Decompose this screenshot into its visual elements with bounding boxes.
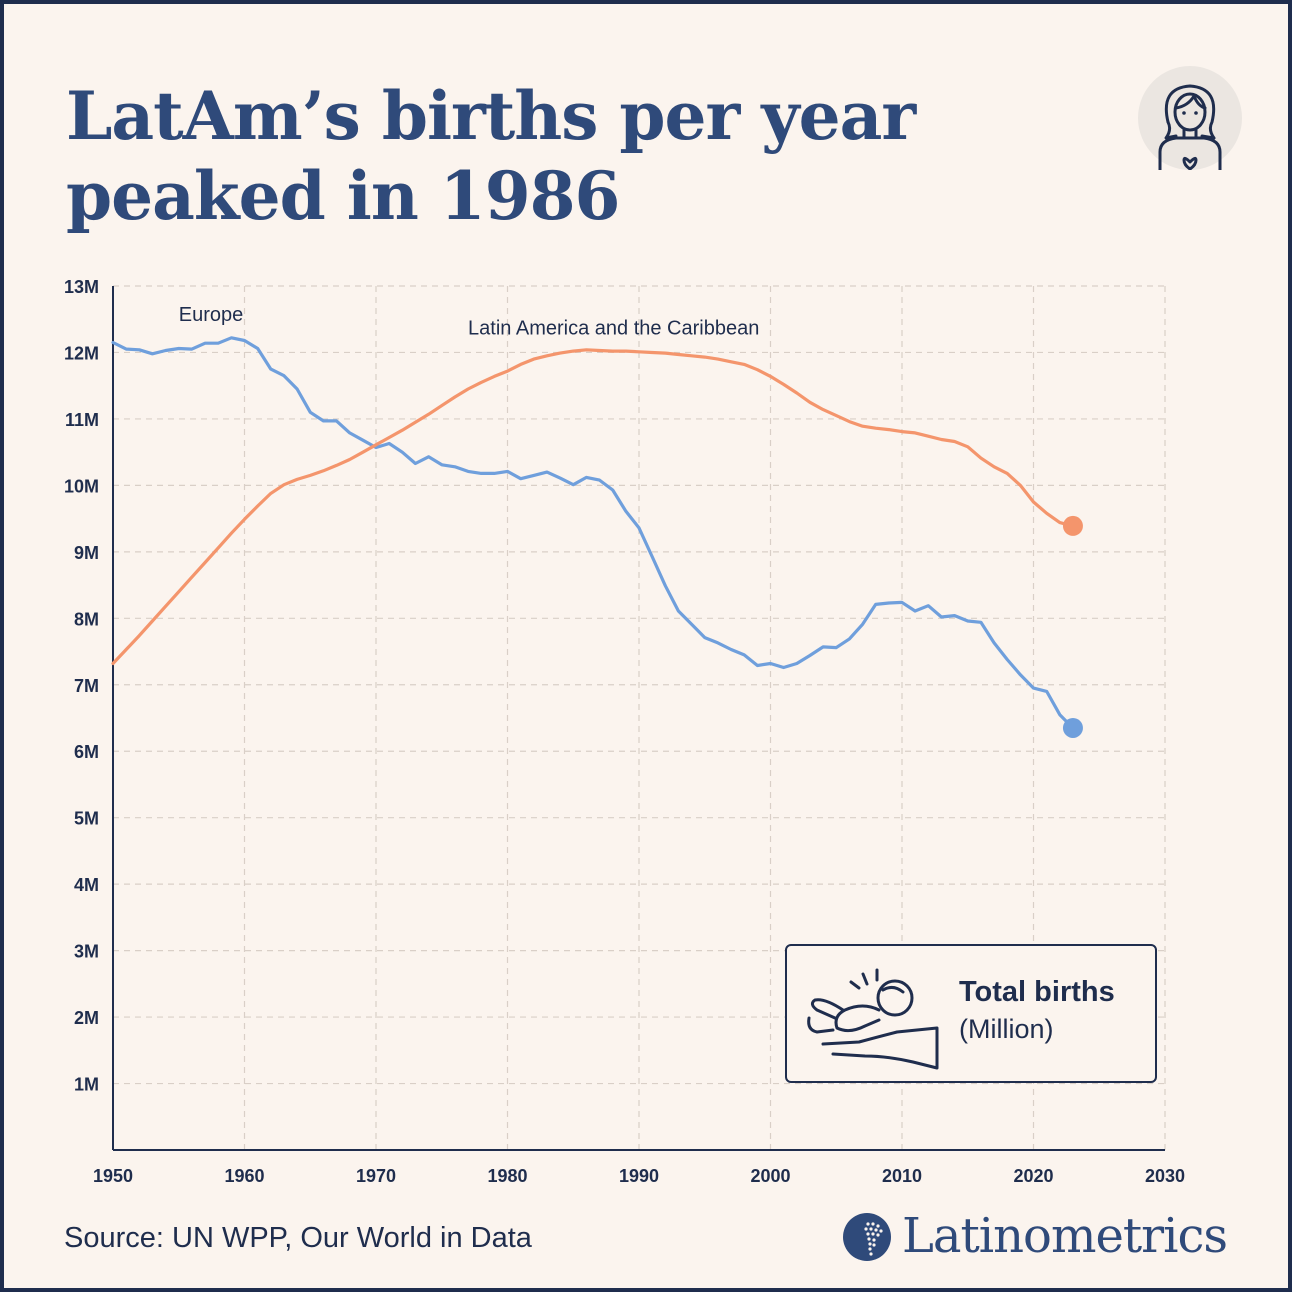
y-tick-label: 7M <box>74 676 99 696</box>
series-end-point-latam <box>1062 515 1083 536</box>
x-tick-label: 1990 <box>619 1166 659 1186</box>
x-tick-label: 1970 <box>356 1166 396 1186</box>
y-tick-label: 13M <box>64 277 99 297</box>
series-label-latam: Latin America and the Caribbean <box>468 318 759 340</box>
x-tick-label: 2030 <box>1145 1166 1185 1186</box>
series-end-point-europe <box>1062 717 1083 738</box>
page-title: LatAm’s births per year peaked in 1986 <box>66 77 916 235</box>
brand-name: Latinometrics <box>902 1208 1228 1264</box>
x-tick-label: 2020 <box>1013 1166 1053 1186</box>
source-note: Source: UN WPP, Our World in Data <box>64 1222 532 1254</box>
legend-subtitle: (Million) <box>959 1014 1054 1044</box>
y-tick-label: 1M <box>74 1075 99 1095</box>
series-line-europe <box>111 336 1075 730</box>
x-tick-label: 1960 <box>224 1166 264 1186</box>
y-tick-label: 9M <box>74 543 99 563</box>
x-tick-label: 1950 <box>93 1166 133 1186</box>
y-tick-label: 4M <box>74 875 99 895</box>
births-line-chart: 1950 1960 1970 1980 1990 2000 2010 2020 2030 1M 2M… <box>64 277 1185 1186</box>
chart-axes <box>112 286 1165 1151</box>
y-tick-label: 6M <box>74 742 99 762</box>
y-tick-label: 2M <box>74 1008 99 1028</box>
woman-avatar-svg <box>1158 84 1222 170</box>
legend-box: Total births (Million) <box>785 944 1157 1083</box>
chart-annotations: Europe Latin America and the Caribbean <box>179 304 760 339</box>
y-tick-label: 11M <box>65 410 99 430</box>
infographic-frame: LatAm’s births per year peaked in 1986 1… <box>4 4 1288 1288</box>
x-tick-label: 1980 <box>487 1166 527 1186</box>
y-tick-label: 3M <box>74 942 99 962</box>
chart-tick-labels: 1950 1960 1970 1980 1990 2000 2010 2020 2030 1M 2M… <box>64 277 1185 1186</box>
x-tick-label: 2000 <box>750 1166 790 1186</box>
series-line-latam <box>111 348 1075 666</box>
y-tick-label: 12M <box>64 343 99 363</box>
x-tick-label: 2010 <box>882 1166 922 1186</box>
legend-title: Total births <box>959 976 1115 1008</box>
latin-america-map-icon <box>843 1213 891 1261</box>
baby-in-hand-icon <box>807 968 939 1070</box>
chart-series <box>111 336 1083 738</box>
y-tick-label: 5M <box>74 809 99 829</box>
y-tick-label: 8M <box>74 609 99 629</box>
series-label-europe: Europe <box>179 304 244 326</box>
woman-avatar-icon <box>1138 66 1242 170</box>
y-tick-label: 10M <box>64 476 99 496</box>
